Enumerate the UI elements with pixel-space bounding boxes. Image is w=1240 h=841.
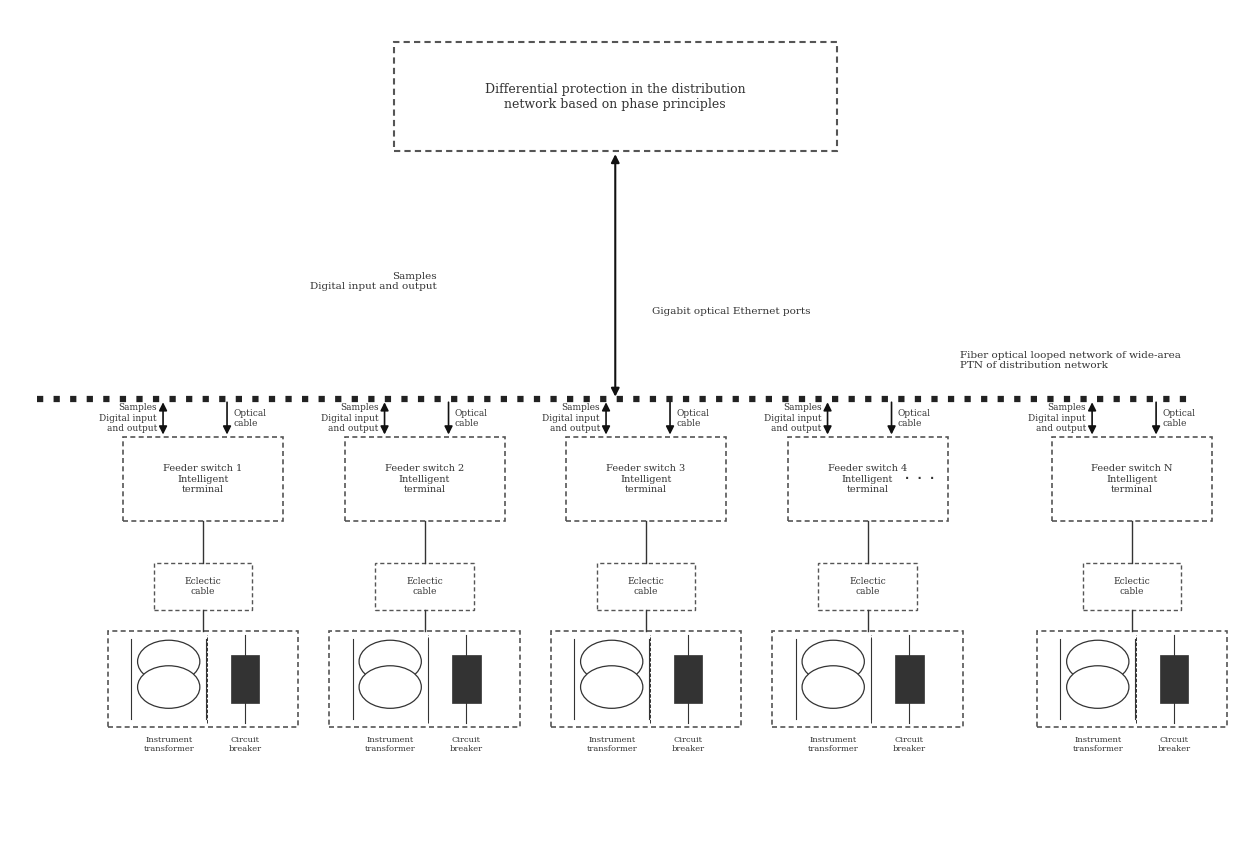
FancyBboxPatch shape (773, 631, 963, 727)
Text: Eclectic
cable: Eclectic cable (407, 577, 443, 596)
Circle shape (580, 640, 642, 683)
FancyBboxPatch shape (345, 437, 505, 521)
Circle shape (138, 640, 200, 683)
FancyBboxPatch shape (453, 655, 481, 703)
FancyBboxPatch shape (108, 631, 299, 727)
Text: Instrument
transformer: Instrument transformer (587, 736, 637, 753)
FancyBboxPatch shape (787, 437, 947, 521)
Text: Samples
Digital input
and output: Samples Digital input and output (321, 404, 378, 433)
Text: Eclectic
cable: Eclectic cable (627, 577, 665, 596)
FancyBboxPatch shape (673, 655, 702, 703)
Text: Instrument
transformer: Instrument transformer (365, 736, 415, 753)
Circle shape (360, 666, 422, 708)
FancyBboxPatch shape (1083, 563, 1182, 610)
FancyBboxPatch shape (376, 563, 474, 610)
Circle shape (802, 666, 864, 708)
FancyBboxPatch shape (596, 563, 696, 610)
Circle shape (802, 640, 864, 683)
Circle shape (1066, 666, 1128, 708)
Text: Feeder switch 4
Intelligent
terminal: Feeder switch 4 Intelligent terminal (828, 464, 908, 495)
Text: Eclectic
cable: Eclectic cable (1114, 577, 1151, 596)
Text: Eclectic
cable: Eclectic cable (185, 577, 222, 596)
Text: · · ·: · · · (904, 470, 935, 489)
Circle shape (580, 666, 642, 708)
FancyBboxPatch shape (551, 631, 742, 727)
Text: Feeder switch 1
Intelligent
terminal: Feeder switch 1 Intelligent terminal (164, 464, 243, 495)
FancyBboxPatch shape (895, 655, 924, 703)
Text: Instrument
transformer: Instrument transformer (1073, 736, 1123, 753)
Text: Eclectic
cable: Eclectic cable (849, 577, 885, 596)
FancyBboxPatch shape (1052, 437, 1211, 521)
Text: Circuit
breaker: Circuit breaker (450, 736, 484, 753)
Text: Samples
Digital input
and output: Samples Digital input and output (1028, 404, 1086, 433)
Text: Optical
cable: Optical cable (1162, 409, 1195, 428)
FancyBboxPatch shape (154, 563, 252, 610)
Text: Fiber optical looped network of wide-area
PTN of distribution network: Fiber optical looped network of wide-are… (960, 351, 1180, 370)
FancyBboxPatch shape (565, 437, 727, 521)
Circle shape (138, 666, 200, 708)
Text: Samples
Digital input
and output: Samples Digital input and output (542, 404, 600, 433)
Text: Optical
cable: Optical cable (455, 409, 487, 428)
Text: Samples
Digital input
and output: Samples Digital input and output (764, 404, 821, 433)
Text: Circuit
breaker: Circuit breaker (671, 736, 704, 753)
FancyBboxPatch shape (329, 631, 520, 727)
Text: Instrument
transformer: Instrument transformer (144, 736, 195, 753)
FancyBboxPatch shape (1037, 631, 1228, 727)
FancyBboxPatch shape (231, 655, 259, 703)
FancyBboxPatch shape (394, 42, 837, 151)
FancyBboxPatch shape (1159, 655, 1188, 703)
Text: Circuit
breaker: Circuit breaker (228, 736, 262, 753)
Text: Instrument
transformer: Instrument transformer (807, 736, 858, 753)
Text: Gigabit optical Ethernet ports: Gigabit optical Ethernet ports (652, 307, 811, 315)
Text: Samples
Digital input
and output: Samples Digital input and output (99, 404, 157, 433)
Text: Feeder switch N
Intelligent
terminal: Feeder switch N Intelligent terminal (1091, 464, 1173, 495)
Text: Optical
cable: Optical cable (898, 409, 931, 428)
Text: Feeder switch 3
Intelligent
terminal: Feeder switch 3 Intelligent terminal (606, 464, 686, 495)
Text: Circuit
breaker: Circuit breaker (893, 736, 926, 753)
Text: Circuit
breaker: Circuit breaker (1157, 736, 1190, 753)
Circle shape (360, 640, 422, 683)
Circle shape (1066, 640, 1128, 683)
Text: Differential protection in the distribution
network based on phase principles: Differential protection in the distribut… (485, 82, 745, 111)
Text: Optical
cable: Optical cable (676, 409, 709, 428)
Text: Feeder switch 2
Intelligent
terminal: Feeder switch 2 Intelligent terminal (384, 464, 464, 495)
FancyBboxPatch shape (123, 437, 283, 521)
Text: Optical
cable: Optical cable (233, 409, 267, 428)
Text: Samples
Digital input and output: Samples Digital input and output (310, 272, 436, 292)
FancyBboxPatch shape (818, 563, 916, 610)
